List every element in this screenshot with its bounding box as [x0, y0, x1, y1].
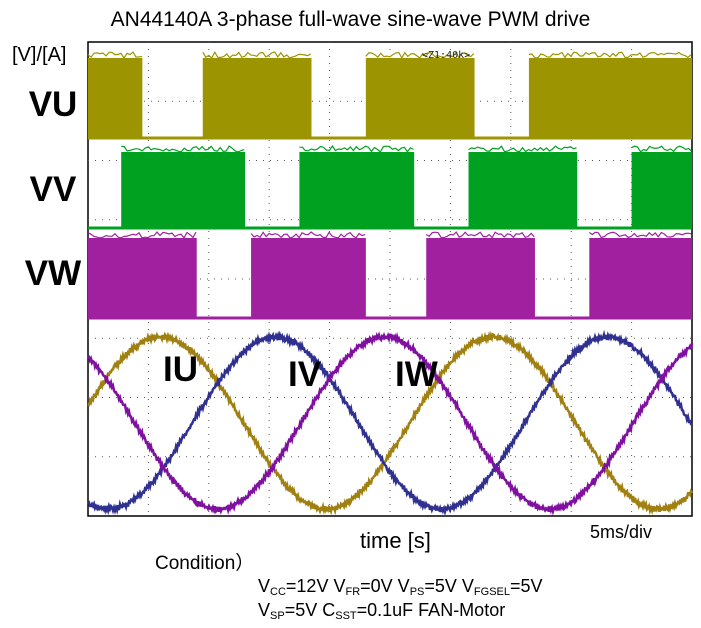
pwm-noise-vw: [425, 231, 535, 239]
pwm-block-vu: [202, 58, 312, 138]
current-waveform-iu: [87, 330, 694, 516]
y-unit-label: [V]/[A]: [12, 44, 67, 66]
condition-heading: Condition）: [155, 553, 255, 574]
condition-term: VCC=12V: [258, 576, 334, 598]
pwm-block-vw: [88, 238, 197, 318]
pwm-block-vu: [528, 58, 692, 138]
channel-label-vw: VW: [24, 254, 82, 293]
pwm-noise-vv: [299, 144, 414, 153]
pwm-noise-vv: [121, 145, 245, 153]
channel-label-vv: VV: [29, 170, 77, 209]
pwm-block-vw: [251, 238, 366, 318]
pwm-block-vv: [631, 152, 692, 228]
pwm-noise-vu: [87, 51, 143, 60]
current-label-iv: IV: [288, 355, 322, 394]
current-waveform-iw: [87, 331, 694, 516]
x-axis-label: time [s]: [360, 528, 431, 553]
pwm-noise-vu: [528, 51, 692, 59]
current-label-iu: IU: [163, 350, 198, 389]
current-label-iw: IW: [395, 355, 438, 394]
condition-term: CSST=0.1uF FAN-Motor: [322, 600, 506, 622]
pwm-noise-vv: [468, 145, 577, 153]
condition-term: VFGSEL=5V: [461, 576, 543, 598]
zoom-indicator: <Z1:40k>: [422, 50, 471, 61]
time-scale-label: 5ms/div: [590, 522, 653, 542]
pwm-noise-vw: [250, 231, 366, 239]
pwm-block-vv: [468, 152, 578, 228]
condition-term: VPS=5V: [397, 576, 462, 598]
channel-label-vu: VU: [28, 85, 78, 124]
pwm-noise-vu: [202, 50, 312, 59]
condition-term: VSP=5V: [258, 600, 323, 622]
condition-line-2: VSP=5V CSST=0.1uF FAN-Motor: [258, 600, 505, 622]
pwm-noise-vw: [87, 231, 197, 239]
pwm-noise-vu: [365, 51, 475, 59]
pwm-block-vw: [589, 238, 692, 318]
condition-term: VFR=0V: [333, 576, 398, 598]
pwm-block-vu: [365, 58, 475, 138]
pwm-block-vv: [121, 152, 246, 228]
pwm-noise-vw: [588, 231, 692, 239]
chart-title: AN44140A 3-phase full-wave sine-wave PWM…: [110, 8, 591, 31]
pwm-block-vw: [426, 238, 535, 318]
current-waveform-iv: [87, 329, 693, 517]
pwm-block-vv: [299, 152, 415, 228]
condition-line-1: VCC=12V VFR=0V VPS=5V VFGSEL=5V: [258, 576, 543, 598]
pwm-noise-vv: [631, 145, 692, 153]
pwm-block-vu: [88, 58, 143, 138]
